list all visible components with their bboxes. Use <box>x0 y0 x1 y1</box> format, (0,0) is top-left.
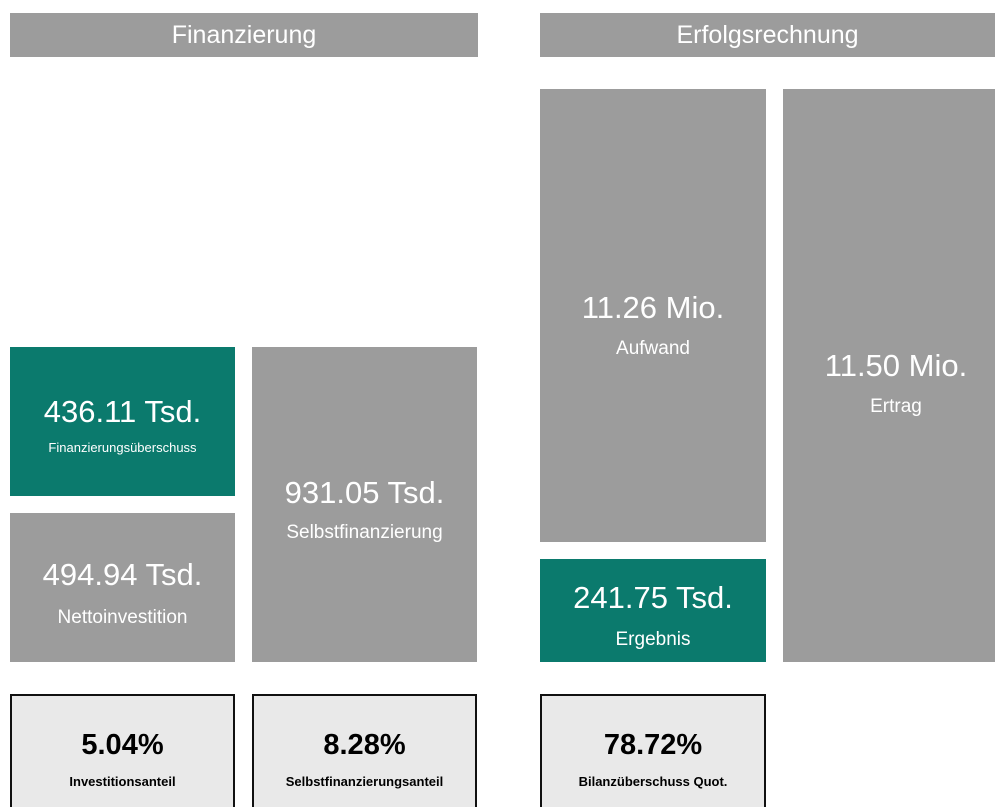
tile: 436.11 Tsd. Finanzierungsüberschuss <box>10 347 235 496</box>
kpi-value: 8.28% <box>323 729 406 761</box>
tile-value: 11.50 Mio. <box>824 348 968 383</box>
kpi-value: 5.04% <box>81 729 164 761</box>
tile-label: Finanzierungsüberschuss <box>48 440 197 455</box>
tile-label: Ertrag <box>870 396 922 417</box>
tile-value: 11.26 Mio. <box>581 290 725 325</box>
tile-value: 436.11 Tsd. <box>43 394 202 429</box>
tile-value: 494.94 Tsd. <box>42 557 203 592</box>
tile-value: 241.75 Tsd. <box>573 580 733 615</box>
kpi-label: Selbstfinanzierungsanteil <box>285 774 444 789</box>
kpi-card: 5.04% Investitionsanteil <box>10 694 235 807</box>
tile: 931.05 Tsd. Selbstfinanzierung <box>252 347 477 662</box>
kpi-label: Investitionsanteil <box>69 774 176 789</box>
tile: 11.50 Mio. Ertrag <box>783 89 995 662</box>
kpi-value: 78.72% <box>603 729 703 761</box>
tile-label: Selbstfinanzierung <box>286 522 443 543</box>
tile-label: Aufwand <box>616 338 690 359</box>
section-header: Erfolgsrechnung <box>540 13 995 57</box>
tile-label: Ergebnis <box>615 629 691 650</box>
kpi-label: Bilanzüberschuss Quot. <box>578 774 728 789</box>
tile-value: 931.05 Tsd. <box>284 475 445 510</box>
tile: 241.75 Tsd. Ergebnis <box>540 559 766 662</box>
section-header: Finanzierung <box>10 13 478 57</box>
tile-label: Nettoinvestition <box>57 607 188 628</box>
kpi-card: 78.72% Bilanzüberschuss Quot. <box>540 694 766 807</box>
tile: 11.26 Mio. Aufwand <box>540 89 766 542</box>
kpi-card: 8.28% Selbstfinanzierungsanteil <box>252 694 477 807</box>
tile: 494.94 Tsd. Nettoinvestition <box>10 513 235 662</box>
